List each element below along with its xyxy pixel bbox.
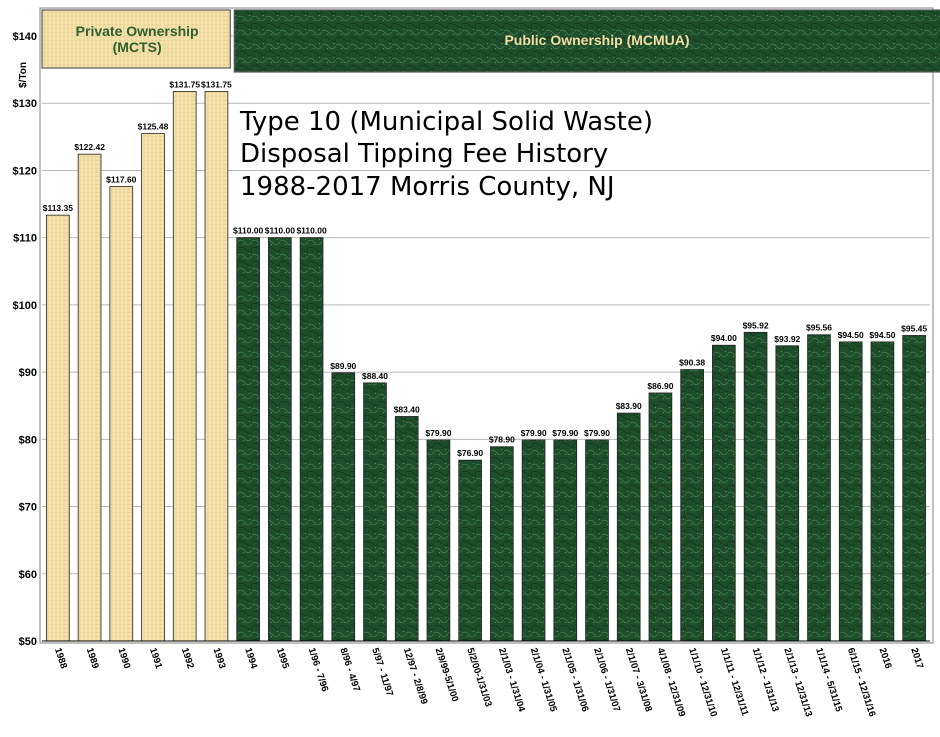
y-tick-label: $60 <box>19 569 37 581</box>
data-label: $110.00 <box>296 226 327 236</box>
data-label: $95.45 <box>901 323 927 333</box>
data-label: $117.60 <box>106 175 137 185</box>
bar-12 <box>394 416 419 642</box>
band-private-box <box>41 9 231 69</box>
bar-2 <box>77 153 102 642</box>
bar-5 <box>172 91 197 642</box>
bar-11 <box>363 382 387 642</box>
bar-1 <box>46 214 70 642</box>
data-label: $89.90 <box>330 361 356 371</box>
bar-4 <box>141 133 165 642</box>
data-label: $86.90 <box>647 381 673 391</box>
bar-22 <box>712 344 736 642</box>
bar-23 <box>743 331 768 642</box>
bar-6 <box>204 91 229 642</box>
bar-13 <box>426 439 451 642</box>
bar-3 <box>109 186 134 642</box>
data-label: $94.00 <box>711 333 737 343</box>
band-public-label: Public Ownership (MCMUA) <box>504 32 689 48</box>
bar-8 <box>268 237 292 642</box>
data-label: $110.00 <box>265 226 296 236</box>
bar-19 <box>616 412 641 642</box>
y-tick-label: $110 <box>13 233 37 245</box>
band-private-label-line2: (MCTS) <box>113 39 162 55</box>
y-tick-label: $70 <box>19 502 37 514</box>
data-label: $79.90 <box>552 428 578 438</box>
bar-25 <box>807 334 831 642</box>
data-label: $95.92 <box>743 320 769 330</box>
chart-title-line3: 1988-2017 Morris County, NJ <box>240 172 615 202</box>
bar-14 <box>458 459 482 642</box>
data-label: $113.35 <box>43 203 74 213</box>
data-label: $93.92 <box>774 334 800 344</box>
band-public-box <box>233 9 940 73</box>
bar-15 <box>490 446 514 642</box>
y-axis-ticks: $50 $60 $70 $80 $90 $100 $110 $120 $130 $140 <box>13 31 37 648</box>
bar-21 <box>680 369 704 642</box>
data-label: $88.40 <box>362 371 388 381</box>
chart-title-line2: Disposal Tipping Fee History <box>240 139 608 169</box>
chart-title: Type 10 (Municipal Solid Waste) Disposal… <box>239 107 653 202</box>
data-label: $125.48 <box>138 122 169 132</box>
plot-frame <box>39 7 934 644</box>
y-tick-label: $100 <box>13 300 37 312</box>
band-public: Public Ownership (MCMUA) <box>233 9 940 73</box>
data-label: $131.75 <box>169 79 200 89</box>
band-private-label-line1: Private Ownership <box>76 23 199 39</box>
y-tick-label: $140 <box>13 31 37 43</box>
data-label: $110.00 <box>233 226 264 236</box>
data-label: $76.90 <box>457 448 483 458</box>
data-label: $131.75 <box>201 79 232 89</box>
y-tick-label: $90 <box>19 367 37 379</box>
data-label: $122.42 <box>74 142 105 152</box>
data-label: $90.38 <box>679 358 705 368</box>
chart-title-line1: Type 10 (Municipal Solid Waste) <box>239 107 653 137</box>
y-tick-label: $80 <box>19 434 37 446</box>
bar-24 <box>775 345 800 642</box>
data-label: $83.40 <box>394 404 420 414</box>
band-private: Private Ownership (MCTS) <box>41 9 231 69</box>
data-label: $78.90 <box>489 435 515 445</box>
data-label: $79.90 <box>425 428 451 438</box>
bar-10 <box>331 372 356 642</box>
y-tick-label: $130 <box>13 98 37 110</box>
bar-16 <box>521 439 546 642</box>
data-labels: $113.35 $122.42 $117.60 $125.48 $131.75 $131.… <box>43 79 928 458</box>
bar-18 <box>585 439 609 642</box>
bar-9 <box>299 237 324 642</box>
data-label: $79.90 <box>521 428 547 438</box>
data-label: $94.50 <box>838 330 864 340</box>
data-label: $94.50 <box>869 330 895 340</box>
y-tick-label: $120 <box>13 165 37 177</box>
data-label: $83.90 <box>616 401 642 411</box>
bar-20 <box>648 392 673 642</box>
y-tick-label: $50 <box>19 636 37 648</box>
data-label: $95.56 <box>806 323 832 333</box>
bar-7 <box>236 237 260 642</box>
bar-27 <box>870 341 895 642</box>
y-axis-label: $/Ton <box>18 62 29 88</box>
data-label: $79.90 <box>584 428 610 438</box>
bar-26 <box>838 341 863 642</box>
bar-17 <box>553 439 578 642</box>
bar-28 <box>902 335 926 642</box>
